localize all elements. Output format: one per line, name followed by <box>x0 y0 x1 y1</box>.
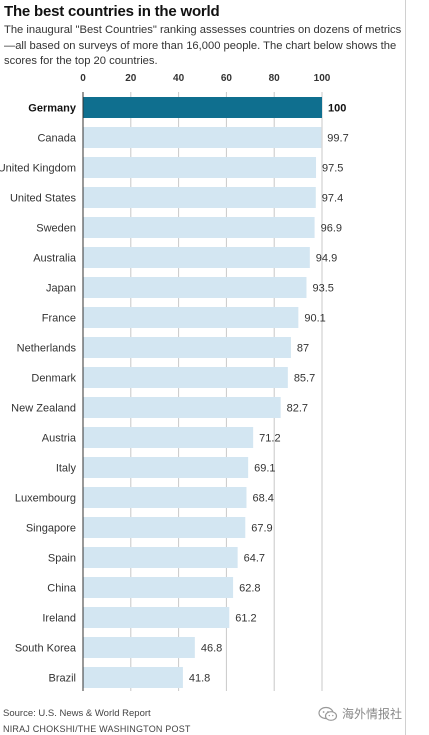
bar <box>83 307 299 328</box>
x-tick-label: 80 <box>269 73 281 84</box>
chart-subtitle: The inaugural "Best Countries" ranking a… <box>4 24 402 67</box>
bar <box>83 337 291 358</box>
category-label: Denmark <box>31 373 76 385</box>
value-label: 61.2 <box>235 613 256 625</box>
x-tick-label: 20 <box>125 73 137 84</box>
category-label: Luxembourg <box>15 493 76 505</box>
x-tick-label: 100 <box>314 73 331 84</box>
watermark: 海外情报社 <box>318 705 402 722</box>
bar <box>83 637 195 658</box>
bar-chart: 0 20 40 60 80 100 Germany 100 Canada 99.7 United K… <box>0 73 349 691</box>
category-label: United States <box>10 193 77 205</box>
category-label: United Kingdom <box>0 163 76 175</box>
category-label: Sweden <box>36 223 76 235</box>
wechat-icon <box>318 706 338 721</box>
category-label: Australia <box>33 253 77 265</box>
bar <box>83 397 281 418</box>
value-label: 67.9 <box>251 523 272 535</box>
source-note: Source: U.S. News & World Report <box>3 708 151 719</box>
value-label: 96.9 <box>321 223 342 235</box>
category-label: Spain <box>48 553 76 565</box>
x-tick-label: 60 <box>221 73 233 84</box>
bar <box>83 187 316 208</box>
value-label: 97.5 <box>322 163 343 175</box>
category-label: Italy <box>56 463 77 475</box>
watermark-text: 海外情报社 <box>342 707 403 721</box>
x-tick-label: 40 <box>173 73 185 84</box>
bar <box>83 97 322 118</box>
bar <box>83 247 310 268</box>
value-label: 85.7 <box>294 373 315 385</box>
bar <box>83 217 315 238</box>
bar <box>83 547 238 568</box>
value-label: 62.8 <box>239 583 260 595</box>
value-label: 69.1 <box>254 463 275 475</box>
category-label: France <box>42 313 76 325</box>
x-tick-label: 0 <box>80 73 86 84</box>
bar <box>83 457 249 478</box>
chart-title: The best countries in the world <box>4 3 220 20</box>
category-label: Netherlands <box>17 343 77 355</box>
bar <box>83 277 307 298</box>
value-label: 68.4 <box>252 493 273 505</box>
bar <box>83 577 234 598</box>
bar <box>83 517 246 538</box>
value-label: 41.8 <box>189 673 210 685</box>
value-label: 94.9 <box>316 253 337 265</box>
category-label: Austria <box>42 433 77 445</box>
category-label: Brazil <box>48 673 76 685</box>
value-label: 71.2 <box>259 433 280 445</box>
category-label: Singapore <box>26 523 76 535</box>
category-label: Canada <box>37 133 76 145</box>
bar <box>83 667 183 688</box>
bar <box>83 367 288 388</box>
value-label: 99.7 <box>327 133 348 145</box>
value-label: 90.1 <box>304 313 325 325</box>
bar <box>83 487 247 508</box>
category-label: China <box>47 583 77 595</box>
bar <box>83 127 322 148</box>
value-label: 97.4 <box>322 193 343 205</box>
chart-frame <box>405 0 406 735</box>
value-label: 93.5 <box>312 283 333 295</box>
category-label: Germany <box>28 103 77 115</box>
category-label: South Korea <box>15 643 77 655</box>
bar <box>83 607 230 628</box>
value-label: 87 <box>297 343 309 355</box>
category-label: New Zealand <box>11 403 76 415</box>
value-label: 82.7 <box>287 403 308 415</box>
bar <box>83 427 254 448</box>
value-label: 100 <box>328 103 346 115</box>
value-label: 64.7 <box>244 553 265 565</box>
credit-line: NIRAJ CHOKSHI/THE WASHINGTON POST <box>3 724 191 734</box>
category-label: Ireland <box>42 613 76 625</box>
bar <box>83 157 317 178</box>
category-label: Japan <box>46 283 76 295</box>
value-label: 46.8 <box>201 643 222 655</box>
